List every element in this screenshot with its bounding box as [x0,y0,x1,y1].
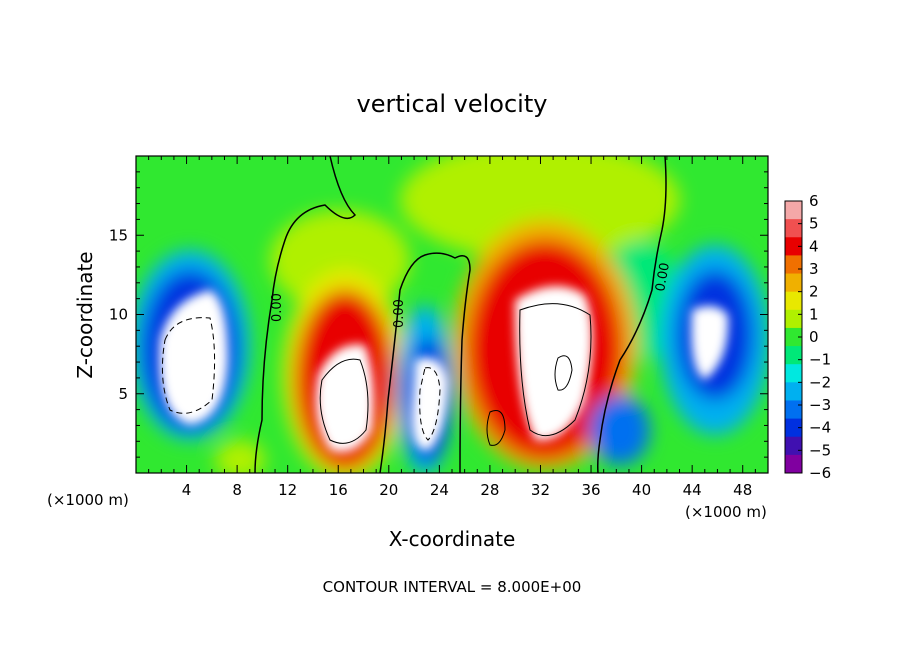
colorbar-swatch [785,436,802,456]
x-tick-label: 44 [683,481,702,499]
contour-solid [319,358,369,444]
colorbar-swatch [785,273,802,293]
x-axis-label: X-coordinate [389,527,516,551]
x-tick-label: 32 [531,481,550,499]
zero-contours [254,156,667,473]
colorbar-swatch [785,400,802,420]
x-tick-label: 48 [733,481,752,499]
y-axis: 5 10 15 [109,171,768,458]
x-unit-note-right: (×1000 m) [685,503,767,521]
contour-line [254,156,357,473]
colorbar-swatch [785,454,802,474]
contour-label: 0.00 [392,299,407,328]
core-right [515,286,593,441]
colorbar-tick-label: −2 [809,373,831,391]
y-tick-label: 15 [109,226,128,244]
colorbar-swatch [785,418,802,438]
contour-interval-footer: CONTOUR INTERVAL = 8.000E+00 [323,578,582,596]
colorbar-swatch [785,201,802,220]
colorbar-tick-label: −3 [809,396,831,414]
x-tick-label: 8 [232,481,242,499]
colorbar-tick-label: −6 [809,464,831,482]
inner-contours [161,303,592,446]
contour-dashed [161,317,216,414]
colorbar-swatch [785,364,802,383]
colorbar-tick-label: 2 [809,283,819,301]
x-unit-note-left: (×1000 m) [47,491,129,509]
contour-solid [486,410,506,446]
field-band-positive [400,156,680,260]
contour-solid [519,303,592,437]
x-axis: 4 8 12 16 20 24 28 32 36 40 44 48 [148,156,756,499]
saturated-cores [159,286,729,453]
field-band-positive [215,440,265,473]
colorbar-swatch [785,309,802,329]
colorbar-tick-label: −5 [809,441,831,459]
contour-line [379,252,471,473]
colorbar: 6 5 4 3 2 1 0 −1 −2 −3 −4 −5 −6 [784,192,831,482]
chart-title: vertical velocity [357,90,548,118]
contour-labels: 0.00 0.00 0.00 [270,262,673,328]
colorbar-tick-label: 3 [809,260,819,278]
y-tick-label: 10 [109,306,128,324]
x-tick-label: 24 [430,481,449,499]
contour-label: 0.00 [653,262,673,293]
colorbar-swatch [785,219,802,238]
y-tick-label: 5 [118,385,128,403]
x-tick-label: 20 [379,481,398,499]
colorbar-tick-label: 5 [809,215,819,233]
x-tick-label: 16 [329,481,348,499]
colorbar-tick-label: 1 [809,305,819,323]
colorbar-swatch [785,346,802,365]
colorbar-tick-label: −1 [809,351,831,369]
core-left [159,290,228,425]
colorbar-swatch [785,237,802,256]
colorbar-tick-label: −4 [809,419,831,437]
colorbar-tick-label: 4 [809,237,819,255]
y-axis-label: Z-coordinate [73,251,97,378]
colorbar-swatch [785,382,802,401]
contour-dashed [419,367,441,441]
x-tick-label: 28 [480,481,499,499]
x-tick-label: 12 [278,481,297,499]
plot-area [136,156,768,473]
core-mid-left [315,344,374,453]
contour-label: 0.00 [270,293,285,322]
core-far-right [691,306,729,380]
x-tick-label: 36 [581,481,600,499]
colorbar-swatch [785,327,802,347]
colorbar-tick-label: 6 [809,192,819,210]
colorbar-swatch [785,255,802,275]
colorbar-swatch [785,291,802,311]
colorbar-tick-label: 0 [809,328,819,346]
contour-line [597,156,667,473]
contour-solid [554,355,573,391]
x-tick-label: 40 [632,481,651,499]
x-tick-label: 4 [182,481,192,499]
